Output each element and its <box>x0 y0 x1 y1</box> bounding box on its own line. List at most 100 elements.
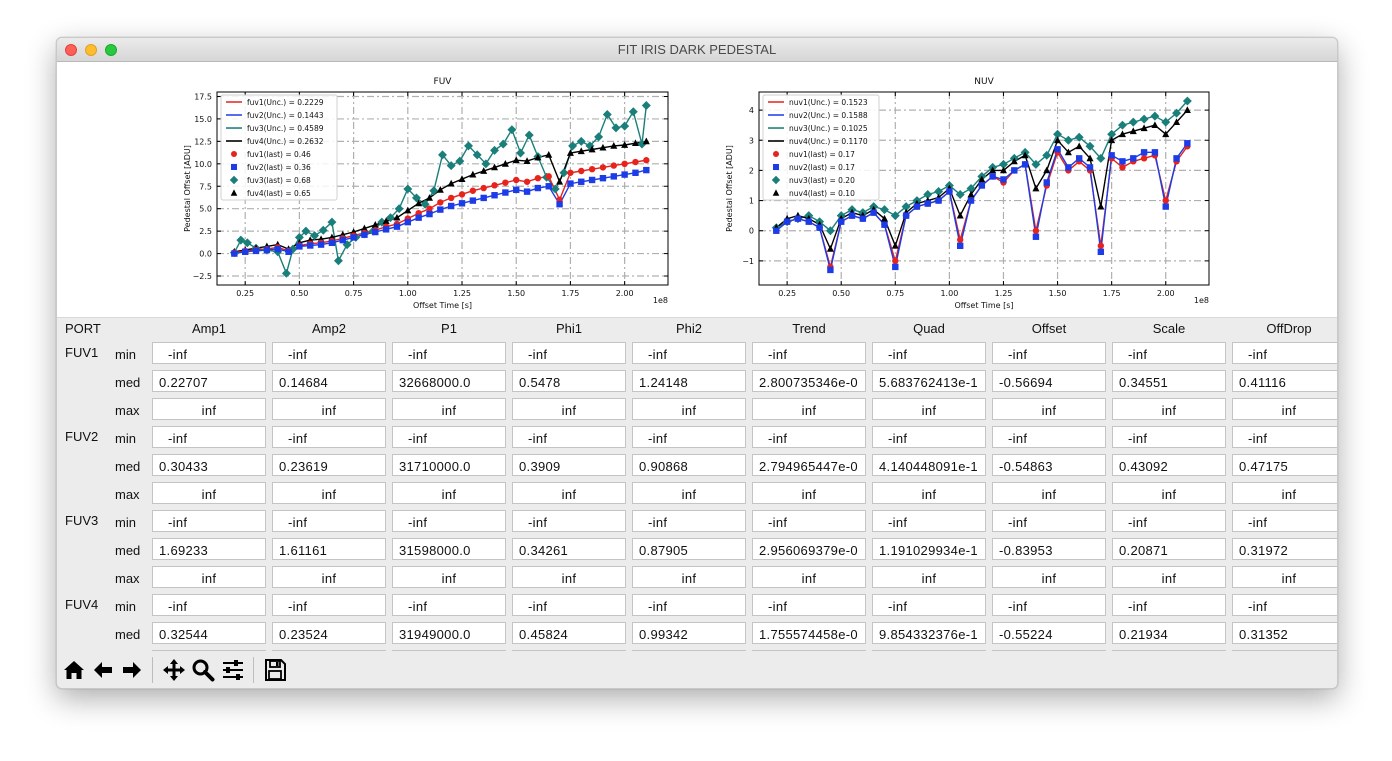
param-field-quad[interactable]: inf <box>872 482 986 504</box>
configure-subplots-button[interactable] <box>220 657 246 683</box>
param-field-trend[interactable]: 2.956069379e-0 <box>752 538 866 560</box>
param-field-quad[interactable]: -inf <box>872 510 986 532</box>
param-field-amp1[interactable]: -inf <box>152 594 266 616</box>
param-field-trend[interactable]: inf <box>752 482 866 504</box>
param-field-scale[interactable]: inf <box>1112 398 1226 420</box>
param-field-scale[interactable]: 0.21934 <box>1112 622 1226 644</box>
param-field-offset[interactable]: inf <box>992 566 1106 588</box>
param-field-offdrop[interactable]: 0.31352 <box>1232 622 1337 644</box>
param-field-p1[interactable]: 31598000.0 <box>392 538 506 560</box>
param-field-phi2[interactable]: inf <box>632 398 746 420</box>
param-field-trend[interactable]: 1.755574458e-0 <box>752 622 866 644</box>
param-field-phi1[interactable]: -inf <box>512 510 626 532</box>
param-field-amp2[interactable]: inf <box>272 482 386 504</box>
param-field-trend[interactable]: -inf <box>752 594 866 616</box>
home-button[interactable] <box>61 657 87 683</box>
param-field-phi2[interactable]: 0.87905 <box>632 538 746 560</box>
param-field-amp1[interactable]: -inf <box>152 342 266 364</box>
param-field-trend[interactable]: -inf <box>752 510 866 532</box>
param-field-phi2[interactable]: -inf <box>632 594 746 616</box>
param-field-scale[interactable]: -inf <box>1112 510 1226 532</box>
param-field-p1[interactable]: -inf <box>392 594 506 616</box>
param-field-trend[interactable]: -inf <box>752 342 866 364</box>
param-field-trend[interactable]: 2.800735346e-0 <box>752 370 866 392</box>
param-field-phi2[interactable]: -inf <box>632 510 746 532</box>
param-field-phi1[interactable]: 0.5478 <box>512 370 626 392</box>
param-field-scale[interactable]: inf <box>1112 566 1226 588</box>
param-field-offdrop[interactable]: 0.47175 <box>1232 454 1337 476</box>
param-field-offdrop[interactable]: inf <box>1232 482 1337 504</box>
param-field-amp1[interactable]: inf <box>152 566 266 588</box>
param-field-quad[interactable]: 4.140448091e-1 <box>872 454 986 476</box>
param-field-offset[interactable]: -inf <box>992 594 1106 616</box>
close-window-button[interactable] <box>65 44 77 56</box>
param-field-offset[interactable]: -inf <box>992 426 1106 448</box>
param-field-phi2[interactable]: -inf <box>632 426 746 448</box>
param-field-offdrop[interactable]: 0.31972 <box>1232 538 1337 560</box>
param-field-phi1[interactable]: 0.45824 <box>512 622 626 644</box>
forward-arrow-button[interactable] <box>119 657 145 683</box>
param-field-phi2[interactable]: 0.99342 <box>632 622 746 644</box>
param-field-offset[interactable]: -0.55224 <box>992 622 1106 644</box>
param-field-offdrop[interactable]: -inf <box>1232 594 1337 616</box>
pan-button[interactable] <box>161 657 187 683</box>
param-field-trend[interactable]: inf <box>752 398 866 420</box>
param-field-offset[interactable]: -0.83953 <box>992 538 1106 560</box>
param-field-phi1[interactable]: 0.3909 <box>512 454 626 476</box>
param-field-offset[interactable]: -0.56694 <box>992 370 1106 392</box>
param-field-phi2[interactable]: inf <box>632 566 746 588</box>
param-field-scale[interactable]: inf <box>1112 482 1226 504</box>
param-field-quad[interactable]: 1.191029934e-1 <box>872 538 986 560</box>
param-field-p1[interactable]: 32668000.0 <box>392 370 506 392</box>
param-field-offdrop[interactable]: 0.41116 <box>1232 370 1337 392</box>
param-field-quad[interactable]: inf <box>872 566 986 588</box>
param-field-phi1[interactable]: inf <box>512 398 626 420</box>
param-field-phi1[interactable]: -inf <box>512 426 626 448</box>
param-field-quad[interactable]: 9.854332376e-1 <box>872 622 986 644</box>
param-field-p1[interactable]: -inf <box>392 510 506 532</box>
param-field-offdrop[interactable]: -inf <box>1232 426 1337 448</box>
save-button[interactable] <box>262 657 288 683</box>
param-field-p1[interactable]: -inf <box>392 426 506 448</box>
param-field-p1[interactable]: 31710000.0 <box>392 454 506 476</box>
zoom-button[interactable] <box>190 657 216 683</box>
param-field-amp2[interactable]: 1.61161 <box>272 538 386 560</box>
minimize-window-button[interactable] <box>85 44 97 56</box>
param-field-amp2[interactable]: -inf <box>272 426 386 448</box>
param-field-amp1[interactable]: 0.22707 <box>152 370 266 392</box>
param-field-amp2[interactable]: -inf <box>272 342 386 364</box>
param-field-offdrop[interactable]: -inf <box>1232 342 1337 364</box>
param-field-phi1[interactable]: inf <box>512 482 626 504</box>
param-field-scale[interactable]: 0.20871 <box>1112 538 1226 560</box>
param-field-quad[interactable]: 5.683762413e-1 <box>872 370 986 392</box>
param-field-amp1[interactable]: -inf <box>152 426 266 448</box>
param-field-offset[interactable]: inf <box>992 398 1106 420</box>
zoom-window-button[interactable] <box>105 44 117 56</box>
param-field-offset[interactable]: inf <box>992 482 1106 504</box>
param-field-offdrop[interactable]: inf <box>1232 566 1337 588</box>
param-field-phi2[interactable]: 0.90868 <box>632 454 746 476</box>
param-field-phi1[interactable]: 0.34261 <box>512 538 626 560</box>
figure-canvas[interactable]: 0.25 0.50 0.75 1.00 1.25 1.50 1.75 2.00 −2.5 0.0 2… <box>57 62 1337 317</box>
plots-svg[interactable]: 0.25 0.50 0.75 1.00 1.25 1.50 1.75 2.00 −2.5 0.0 2… <box>57 62 1337 317</box>
back-arrow-button[interactable] <box>90 657 116 683</box>
param-field-p1[interactable]: inf <box>392 482 506 504</box>
param-field-scale[interactable]: 0.43092 <box>1112 454 1226 476</box>
param-field-scale[interactable]: -inf <box>1112 594 1226 616</box>
param-field-trend[interactable]: -inf <box>752 426 866 448</box>
param-field-amp2[interactable]: inf <box>272 566 386 588</box>
param-field-offdrop[interactable]: -inf <box>1232 510 1337 532</box>
param-field-trend[interactable]: 2.794965447e-0 <box>752 454 866 476</box>
param-field-scale[interactable]: -inf <box>1112 342 1226 364</box>
param-field-p1[interactable]: inf <box>392 398 506 420</box>
param-field-p1[interactable]: -inf <box>392 342 506 364</box>
param-field-amp2[interactable]: 0.23524 <box>272 622 386 644</box>
param-field-amp2[interactable]: -inf <box>272 510 386 532</box>
param-field-amp1[interactable]: 0.30433 <box>152 454 266 476</box>
param-field-quad[interactable]: inf <box>872 398 986 420</box>
param-field-scale[interactable]: 0.34551 <box>1112 370 1226 392</box>
param-field-quad[interactable]: -inf <box>872 342 986 364</box>
param-field-phi1[interactable]: inf <box>512 566 626 588</box>
param-field-offset[interactable]: -inf <box>992 510 1106 532</box>
param-field-amp2[interactable]: 0.23619 <box>272 454 386 476</box>
